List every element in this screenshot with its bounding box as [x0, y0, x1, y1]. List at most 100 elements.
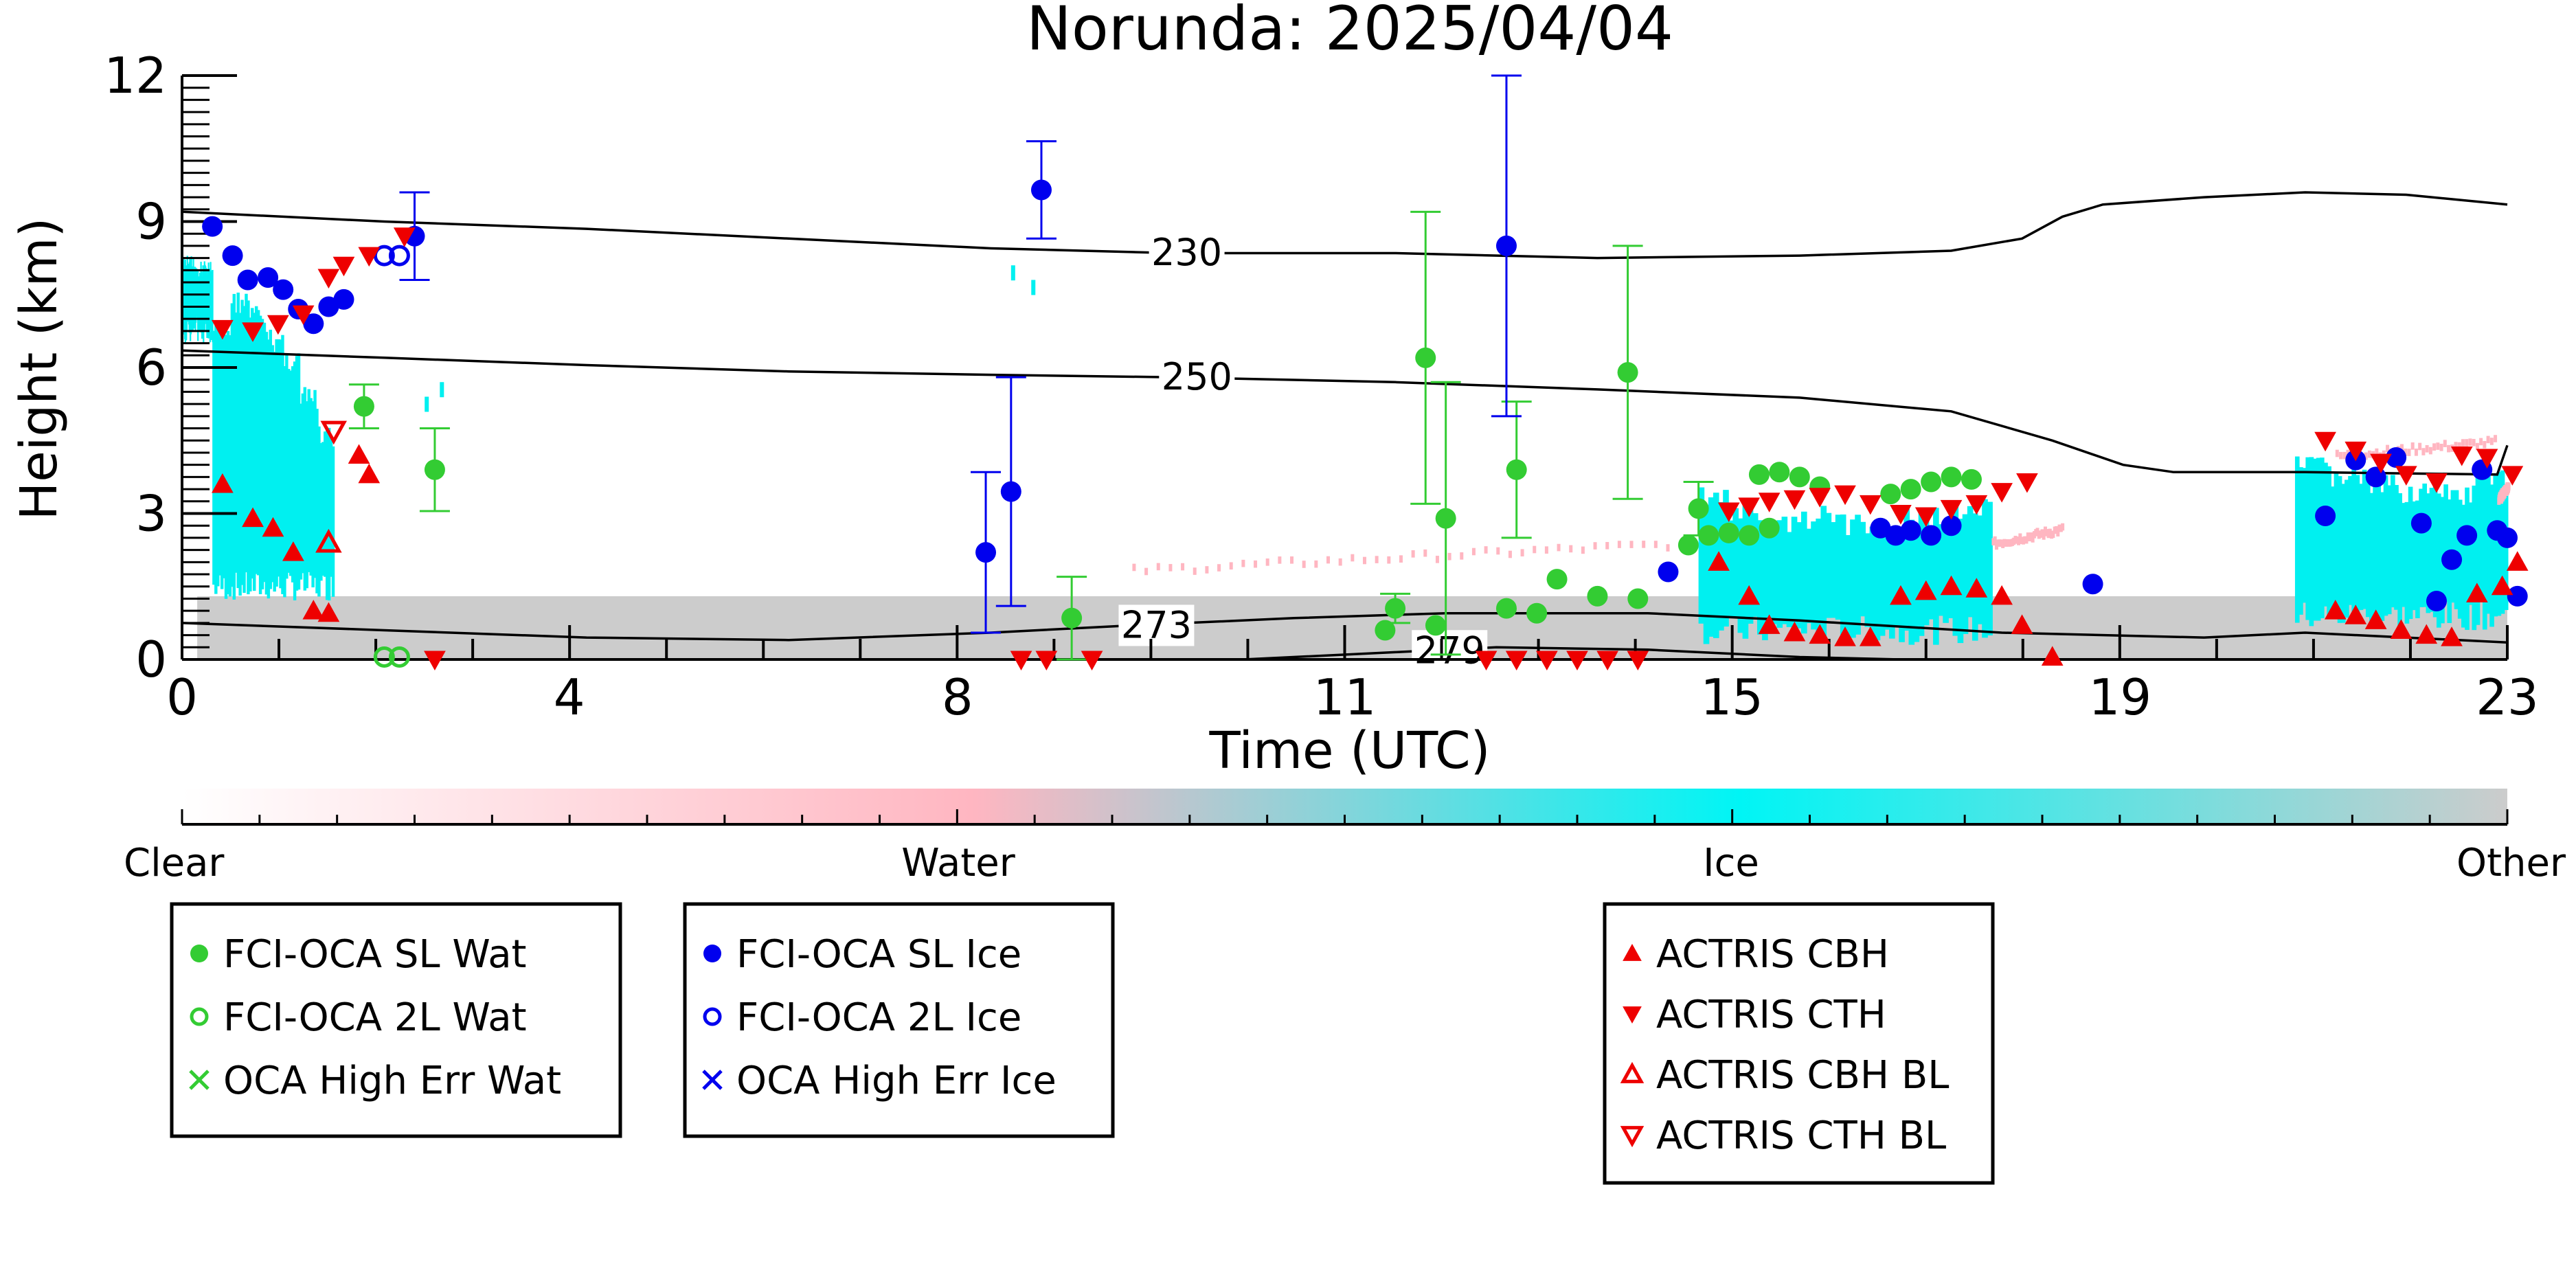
fci-oca-sl-ice-point — [1495, 235, 1517, 256]
ice-cloud-column — [305, 401, 308, 589]
ice-cloud-column — [1889, 532, 1895, 639]
actris-cbh-point — [348, 444, 370, 464]
water-cloud-trace — [2339, 451, 2343, 460]
fci-oca-sl-wat-point — [1627, 588, 1649, 609]
ice-cloud-column — [234, 312, 238, 573]
y-tick-label: 9 — [135, 193, 167, 251]
ice-cloud-column — [2391, 475, 2395, 608]
water-cloud-trace — [2461, 439, 2465, 447]
water-cloud-trace — [1666, 544, 1670, 552]
ice-cloud-column — [287, 369, 291, 573]
water-cloud-trace — [1265, 558, 1269, 566]
actris-cbh-point — [2364, 609, 2387, 629]
ice-cloud-column — [218, 320, 222, 576]
ice-cloud-column — [1850, 519, 1856, 638]
ice-cloud-column — [1943, 524, 1949, 623]
actris-cbh-point — [302, 600, 325, 620]
actris-cth-point — [1758, 493, 1781, 512]
water-cloud-trace — [2494, 435, 2498, 442]
ice-cloud-column — [324, 431, 327, 577]
water-cloud-trace — [2367, 450, 2371, 458]
ice-cloud-column — [1908, 519, 1915, 645]
actris-cth-point — [1505, 651, 1528, 671]
water-cloud-trace — [2042, 532, 2046, 540]
fci-oca-sl-wat-point — [1739, 525, 1760, 546]
legend-entry: FCI-OCA SL Ice — [736, 932, 1021, 977]
water-cloud-trace — [2472, 438, 2476, 447]
ice-cloud-column — [2454, 490, 2459, 609]
water-cloud-trace — [2035, 528, 2040, 536]
fci-oca-sl-ice-point — [2426, 591, 2447, 611]
actris-cbh-point — [2491, 575, 2513, 596]
actris-cth-point — [1627, 651, 1649, 671]
ice-speck — [1031, 280, 1036, 295]
ice-cloud-column — [2411, 501, 2417, 611]
water-cloud-trace — [1471, 547, 1476, 556]
fci-oca-sl-wat-point — [1526, 602, 1548, 624]
ice-cloud-column — [212, 330, 216, 585]
actris-cth-point — [1940, 499, 1963, 520]
ice-cloud-column — [273, 352, 276, 592]
ice-cloud-column — [269, 330, 273, 589]
legend-marker — [702, 1070, 723, 1090]
actris-cbh-point — [2011, 614, 2033, 634]
fci-oca-sl-wat-point — [1425, 615, 1446, 636]
ice-cloud-column — [1933, 508, 1939, 645]
ice-cloud-column — [2340, 484, 2346, 623]
water-cloud-trace — [1629, 541, 1634, 548]
ice-cloud-column — [1772, 532, 1778, 624]
contour-label-bg — [1412, 630, 1488, 672]
actris-cbh-point — [317, 602, 340, 622]
legend-marker — [1620, 1126, 1645, 1148]
actris-cth-point — [1965, 495, 1988, 515]
ice-cloud-column — [2312, 458, 2318, 621]
ice-cloud-column — [1967, 506, 1974, 618]
ice-cloud-column — [2386, 485, 2392, 615]
water-cloud-trace — [2468, 438, 2472, 446]
ice-cloud-column — [1923, 519, 1930, 626]
ice-cloud-column — [1918, 510, 1925, 636]
contour-label-bg — [1118, 605, 1195, 646]
fci-oca-sl-wat-point — [1061, 607, 1083, 629]
ice-cloud-column — [1952, 504, 1959, 636]
contour-label-279: 279 — [1414, 629, 1485, 672]
ice-cloud-column — [283, 365, 286, 598]
legend-marker-stroke — [189, 1070, 210, 1090]
actris-cbh-point — [2324, 600, 2347, 620]
water-cloud-trace — [1217, 564, 1221, 572]
ice-cloud-column — [1845, 534, 1851, 635]
ice-cloud-column — [1869, 526, 1876, 644]
y-tick-label: 3 — [135, 485, 167, 543]
fci-oca-sl-wat-point — [1617, 362, 1638, 383]
ice-cloud-column — [1767, 536, 1773, 627]
x-tick-label: 23 — [2476, 668, 2539, 726]
ice-cloud-column — [295, 356, 299, 591]
fci-oca-sl-wat-point — [1941, 466, 1962, 488]
ice-cloud-column — [2432, 482, 2438, 618]
ice-cloud-column — [2380, 492, 2385, 621]
ice-cloud-column — [303, 387, 307, 591]
actris-cth-point — [317, 269, 340, 289]
ice-cloud-column — [1957, 519, 1964, 644]
fci-oca-sl-ice-point — [2441, 549, 2463, 570]
fci-oca-sl-wat-point — [1495, 598, 1517, 619]
water-cloud-trace — [1290, 556, 1294, 564]
ice-cloud-column — [297, 353, 301, 590]
actris-cth-point — [1566, 651, 1588, 671]
contour-label-250: 250 — [1162, 355, 1232, 398]
water-cloud-trace — [2475, 442, 2479, 451]
water-cloud-trace — [2428, 447, 2432, 455]
ice-cloud-column — [222, 326, 226, 578]
water-cloud-trace — [1254, 560, 1258, 568]
ice-cloud-column — [289, 370, 293, 576]
fci-oca-sl-wat-point — [424, 459, 445, 480]
ice-cloud-column — [2429, 488, 2434, 612]
water-cloud-trace — [2399, 444, 2404, 452]
ice-cloud-column — [1781, 517, 1788, 624]
actris-cbh-point — [1738, 585, 1761, 605]
ice-cloud-column — [2365, 477, 2371, 618]
water-cloud-trace — [2479, 438, 2483, 446]
water-cloud-trace — [2454, 442, 2458, 449]
ice-cloud-column — [2319, 457, 2325, 618]
ice-cloud-column — [291, 366, 295, 583]
